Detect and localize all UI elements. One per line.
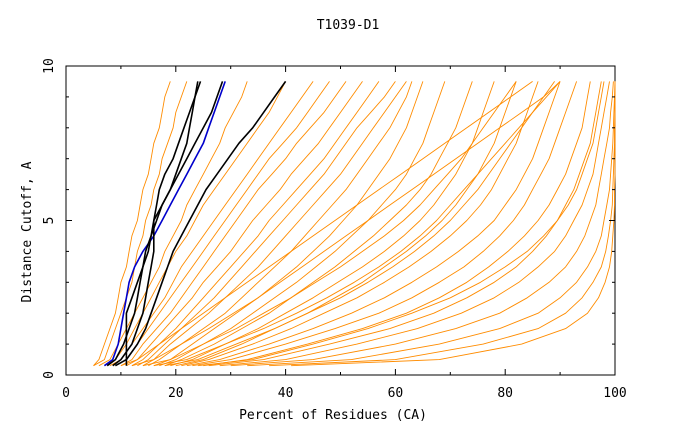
- x-tick-label-0: 0: [62, 386, 70, 401]
- model-curve-9: [109, 81, 314, 367]
- model-curve-33: [131, 81, 561, 367]
- y-axis-label: Distance Cutoff, A: [20, 161, 35, 302]
- y-tick-label-0: 0: [42, 371, 57, 379]
- highlight-curve-2: [112, 81, 202, 367]
- model-curve-29: [247, 81, 616, 367]
- model-curve-17: [153, 81, 424, 367]
- x-tick-label-20: 20: [168, 386, 184, 401]
- model-curve-30: [269, 81, 616, 367]
- x-tick-label-100: 100: [603, 386, 626, 401]
- model-curve-5: [93, 81, 188, 367]
- model-curve-16: [148, 81, 413, 367]
- model-curve-22: [181, 81, 539, 367]
- model-curve-10: [115, 81, 330, 367]
- y-tick-label-5: 5: [42, 217, 57, 225]
- model-curve-13: [131, 81, 380, 367]
- model-curve-31: [291, 81, 616, 367]
- model-curve-11: [120, 81, 347, 367]
- model-curve-18: [159, 81, 446, 367]
- model-curve-25: [203, 81, 591, 367]
- x-tick-label-60: 60: [388, 386, 404, 401]
- model-curve-23: [186, 81, 561, 367]
- model-curve-34: [120, 81, 533, 367]
- model-curve-19: [164, 81, 473, 367]
- x-axis-label: Percent of Residues (CA): [239, 408, 427, 423]
- highlight-curve-3: [125, 81, 199, 366]
- model-curve-20: [170, 81, 495, 367]
- highlight-curve-1: [106, 81, 224, 367]
- model-curve-35: [164, 81, 555, 367]
- chart-title: T1039-D1: [317, 18, 380, 33]
- model-curve-24: [192, 81, 578, 367]
- model-curve-14: [137, 81, 396, 367]
- model-curve-28: [230, 81, 614, 367]
- y-tick-label-10: 10: [42, 58, 57, 74]
- model-curve-12: [126, 81, 363, 367]
- ticks-layer: 0 20 40 60 80 100 0 5 10: [42, 58, 627, 401]
- model-curve-26: [208, 81, 602, 367]
- series-layer: [93, 80, 616, 367]
- model-curve-36: [197, 81, 605, 367]
- model-curve-7: [98, 81, 248, 367]
- highlight-curve-0: [103, 81, 226, 367]
- x-tick-label-40: 40: [278, 386, 294, 401]
- model-curve-8: [104, 81, 286, 367]
- highlight-curve-4: [115, 80, 287, 367]
- model-curve-32: [142, 81, 517, 367]
- model-curve-6: [93, 81, 171, 366]
- model-curve-27: [219, 81, 610, 367]
- model-curve-15: [142, 81, 407, 367]
- x-tick-label-80: 80: [497, 386, 513, 401]
- model-curve-37: [153, 81, 561, 367]
